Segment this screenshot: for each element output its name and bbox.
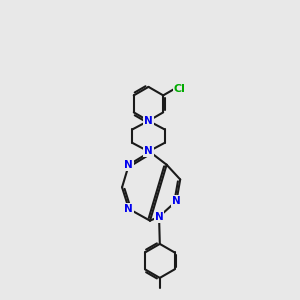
Text: N: N: [155, 212, 164, 222]
Text: N: N: [124, 160, 133, 170]
Text: N: N: [124, 204, 133, 214]
Text: Cl: Cl: [173, 84, 185, 94]
Text: N: N: [144, 116, 153, 126]
Text: N: N: [172, 196, 181, 206]
Text: N: N: [144, 146, 153, 156]
